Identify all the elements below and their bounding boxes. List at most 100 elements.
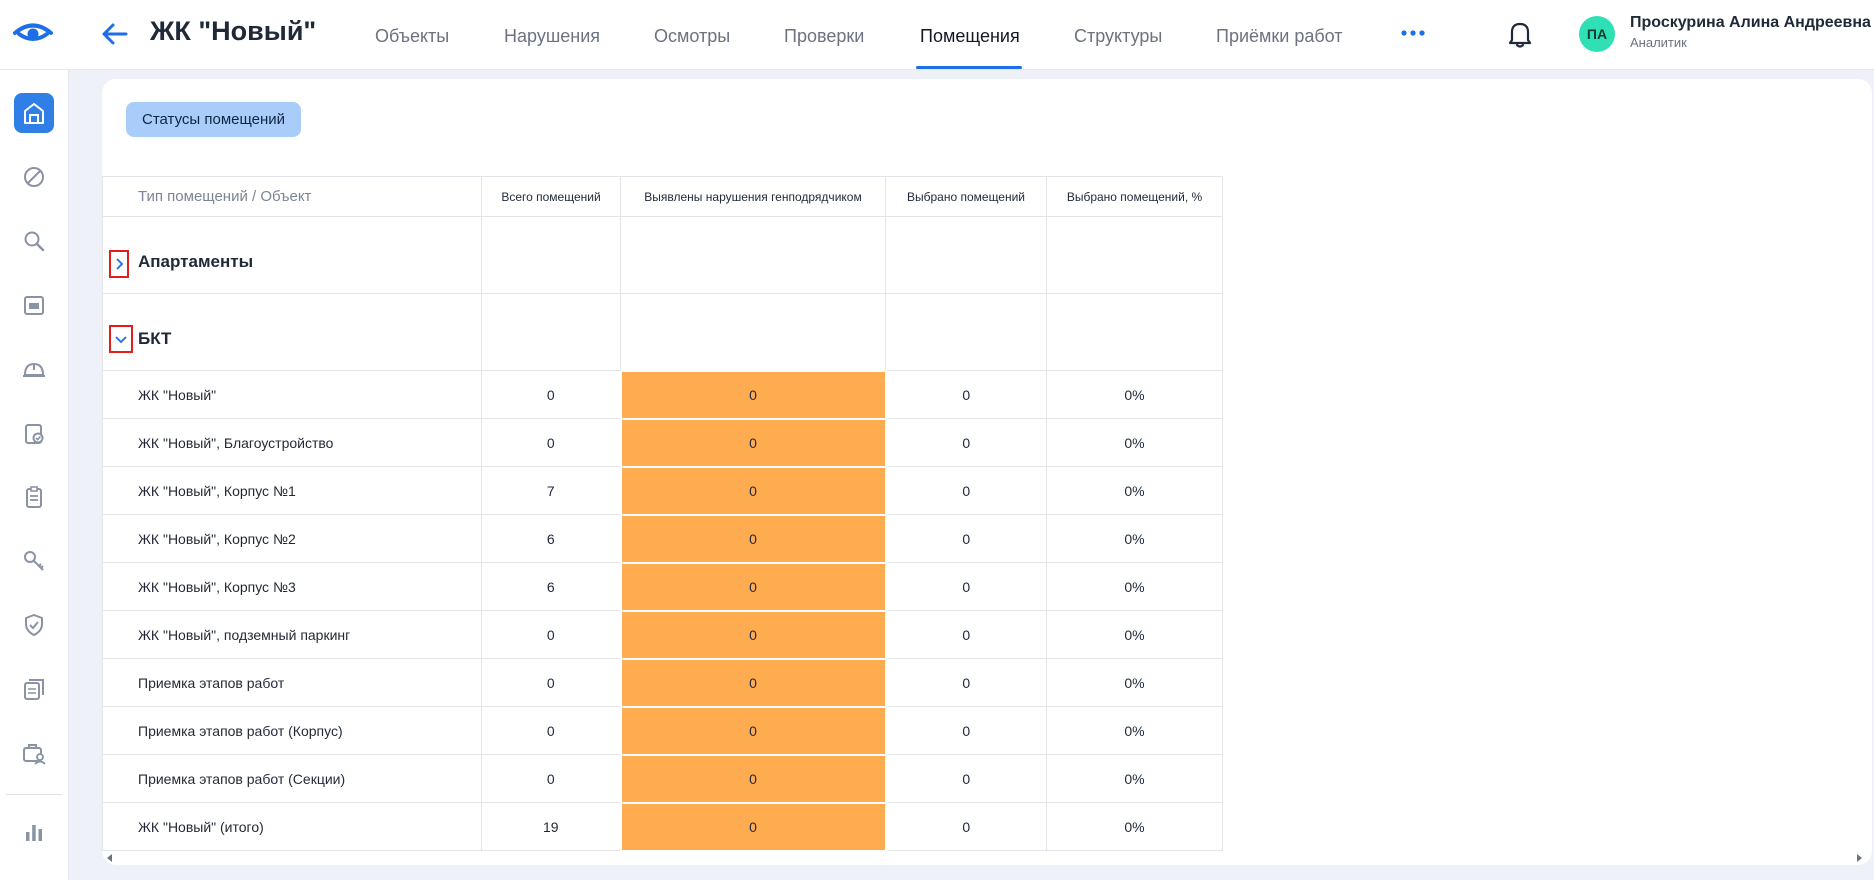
percent-cell: 0% (1046, 418, 1223, 467)
object-name-cell: ЖК "Новый", подземный паркинг (102, 610, 482, 659)
column-header-selected-percent[interactable]: Выбрано помещений, % (1046, 176, 1223, 217)
column-header-object[interactable]: Тип помещений / Объект (102, 176, 482, 217)
selected-cell: 0 (885, 562, 1047, 611)
sidebar-item-analytics[interactable] (14, 812, 54, 852)
back-arrow-icon[interactable] (98, 18, 132, 50)
total-cell: 0 (481, 370, 621, 419)
user-name[interactable]: Проскурина Алина Андреевна (1630, 14, 1871, 31)
tab-premises[interactable]: Помещения (920, 26, 1020, 46)
clipboard-icon (26, 486, 42, 508)
avatar[interactable]: ПА (1579, 16, 1615, 52)
table-cell (885, 216, 1047, 294)
percent-cell: 0% (1046, 754, 1223, 803)
percent-cell: 0% (1046, 466, 1223, 515)
tab-checks[interactable]: Проверки (784, 26, 865, 46)
table-row[interactable]: Приемка этапов работ 0 0 0 0% (102, 657, 1223, 708)
table-cell (620, 293, 886, 371)
sidebar-item-security[interactable] (14, 605, 54, 645)
column-header-total[interactable]: Всего помещений (481, 176, 621, 217)
table-cell (481, 216, 621, 294)
violations-cell[interactable]: 0 (619, 657, 887, 708)
room-statuses-button[interactable]: Статусы помещений (126, 102, 302, 137)
sidebar-item-violations[interactable] (14, 157, 54, 197)
total-cell: 7 (481, 466, 621, 515)
selected-cell: 0 (885, 610, 1047, 659)
table-row[interactable]: ЖК "Новый", подземный паркинг 0 0 0 0% (102, 609, 1223, 660)
calendar-icon (24, 296, 44, 315)
total-cell: 6 (481, 562, 621, 611)
violations-cell[interactable]: 0 (619, 609, 887, 660)
tab-inspections[interactable]: Осмотры (654, 26, 731, 46)
selected-cell: 0 (885, 658, 1047, 707)
top-bar: ЖК "Новый" Объекты Нарушения Осмотры Про… (0, 0, 1874, 70)
object-name-cell: ЖК "Новый", Корпус №1 (102, 466, 482, 515)
sidebar-item-calendar[interactable] (14, 285, 54, 325)
selected-cell: 0 (885, 802, 1047, 851)
table-row[interactable]: ЖК "Новый" 0 0 0 0% (102, 369, 1223, 420)
sidebar-item-case-user[interactable] (14, 733, 54, 773)
violations-cell[interactable]: 0 (619, 753, 887, 804)
violations-cell[interactable]: 0 (619, 513, 887, 564)
bell-icon[interactable] (1506, 19, 1534, 49)
group-row-bkt[interactable]: БКТ (102, 293, 1223, 371)
table-cell (620, 216, 886, 294)
table-row-total[interactable]: ЖК "Новый" (итого) 19 0 0 0% (102, 801, 1223, 852)
table-cell (481, 293, 621, 371)
expand-toggle[interactable] (109, 250, 129, 278)
table-cell (885, 293, 1047, 371)
percent-cell: 0% (1046, 706, 1223, 755)
sidebar-item-search[interactable] (14, 221, 54, 261)
tab-work-acceptance[interactable]: Приёмки работ (1216, 26, 1343, 46)
table-row[interactable]: ЖК "Новый", Корпус №1 7 0 0 0% (102, 465, 1223, 516)
sidebar-item-keys[interactable] (14, 541, 54, 581)
scroll-right-arrow-icon[interactable] (1857, 854, 1862, 862)
violations-cell[interactable]: 0 (619, 561, 887, 612)
selected-cell: 0 (885, 706, 1047, 755)
sidebar-item-helmet[interactable] (14, 349, 54, 389)
selected-cell: 0 (885, 514, 1047, 563)
violations-cell[interactable]: 0 (619, 417, 887, 468)
total-cell: 19 (481, 802, 621, 851)
table-row[interactable]: ЖК "Новый", Благоустройство 0 0 0 0% (102, 417, 1223, 468)
violations-cell[interactable]: 0 (619, 369, 887, 420)
percent-cell: 0% (1046, 610, 1223, 659)
column-header-selected[interactable]: Выбрано помещений (885, 176, 1047, 217)
group-name-cell: Апартаменты (102, 216, 482, 294)
table-cell (1046, 216, 1223, 294)
percent-cell: 0% (1046, 658, 1223, 707)
sidebar-item-checklist[interactable] (14, 413, 54, 453)
building-home-icon (24, 103, 44, 124)
horizontal-scrollbar[interactable] (102, 851, 1872, 865)
table-header-row: Тип помещений / Объект Всего помещений В… (102, 176, 1223, 217)
group-name-cell: БКТ (102, 293, 482, 371)
violations-cell[interactable]: 0 (619, 801, 887, 852)
column-header-violations[interactable]: Выявлены нарушения генподрядчиком (620, 176, 886, 217)
scroll-left-arrow-icon[interactable] (107, 854, 112, 862)
table-row[interactable]: ЖК "Новый", Корпус №2 6 0 0 0% (102, 513, 1223, 564)
main-panel: Статусы помещений Тип помещений / Объект… (102, 79, 1872, 865)
total-cell: 0 (481, 418, 621, 467)
selected-cell: 0 (885, 754, 1047, 803)
violations-cell[interactable]: 0 (619, 465, 887, 516)
sidebar-item-premises[interactable] (14, 93, 54, 133)
group-row-apartments[interactable]: Апартаменты (102, 216, 1223, 294)
tab-structures[interactable]: Структуры (1074, 26, 1163, 46)
tab-objects[interactable]: Объекты (375, 26, 450, 46)
table-row[interactable]: Приемка этапов работ (Секции) 0 0 0 0% (102, 753, 1223, 804)
page-title: ЖК "Новый" (150, 16, 317, 46)
violations-icon (24, 167, 44, 187)
object-name-cell: Приемка этапов работ (Секции) (102, 754, 482, 803)
key-icon (24, 551, 44, 571)
sidebar-item-documents[interactable] (14, 669, 54, 709)
total-cell: 6 (481, 514, 621, 563)
violations-cell[interactable]: 0 (619, 705, 887, 756)
more-dots-icon[interactable] (1398, 22, 1428, 44)
tab-violations[interactable]: Нарушения (504, 26, 601, 46)
collapse-toggle[interactable] (109, 325, 133, 353)
table-row[interactable]: ЖК "Новый", Корпус №3 6 0 0 0% (102, 561, 1223, 612)
sidebar-item-clipboard[interactable] (14, 477, 54, 517)
table-row[interactable]: Приемка этапов работ (Корпус) 0 0 0 0% (102, 705, 1223, 756)
eye-logo-icon[interactable] (13, 16, 53, 50)
percent-cell: 0% (1046, 514, 1223, 563)
table-cell (1046, 293, 1223, 371)
